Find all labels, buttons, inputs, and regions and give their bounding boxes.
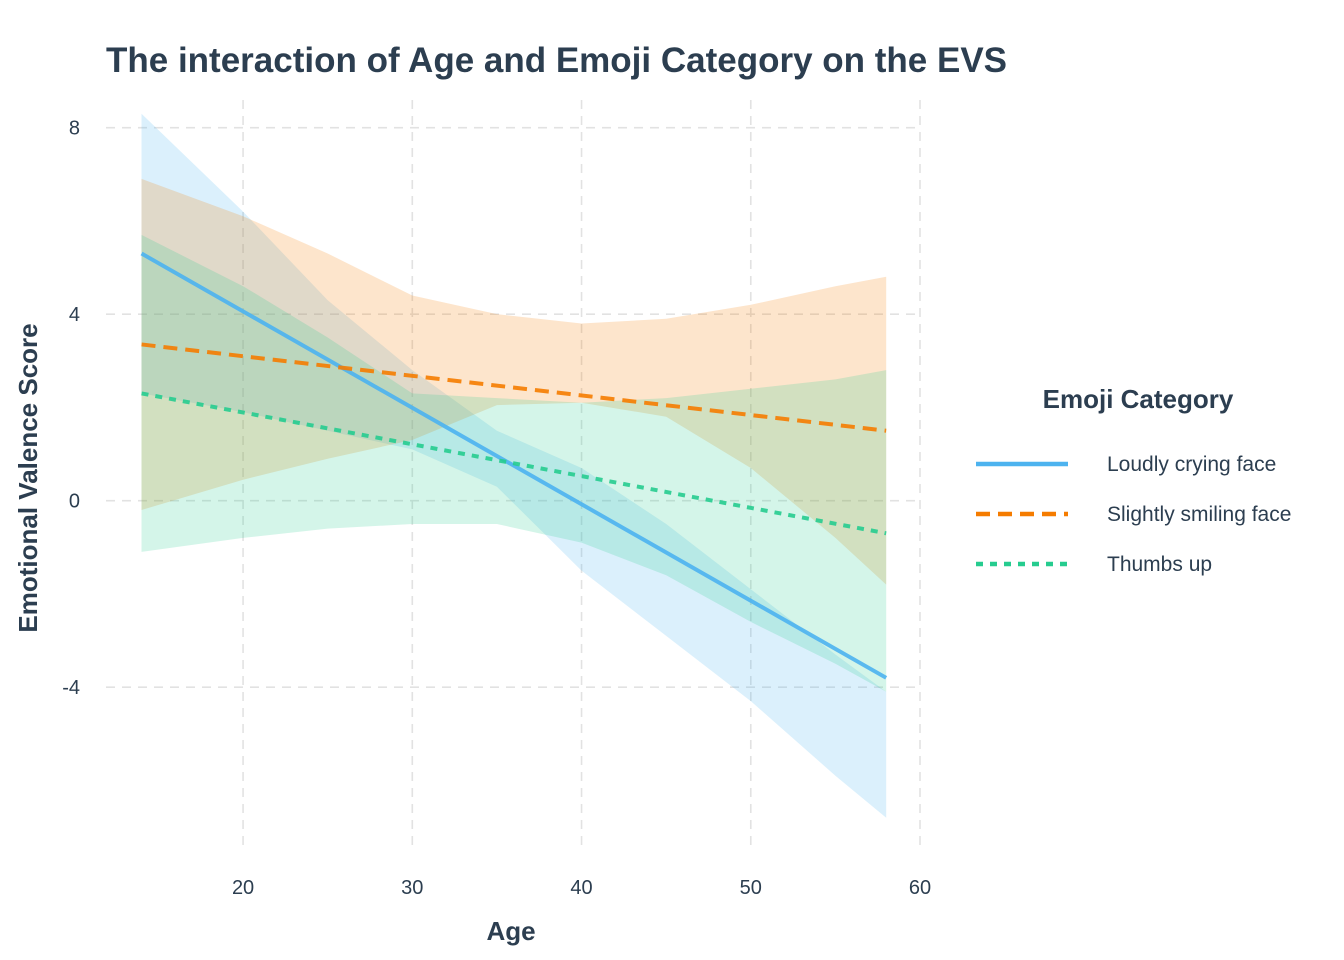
y-axis-title: Emotional Valence Score [13, 323, 43, 632]
grid [106, 100, 921, 852]
x-tick-label: 30 [401, 877, 423, 899]
x-tick-label: 20 [232, 877, 254, 899]
ribbon-slightly-smiling-face [141, 178, 887, 585]
line-thumbs-up [141, 391, 887, 536]
x-tick-label: 50 [740, 877, 762, 899]
legend-label: Slightly smiling face [1107, 503, 1291, 526]
legend: Emoji Category Loudly crying face Slightl… [976, 384, 1291, 576]
legend-label: Thumbs up [1107, 553, 1212, 576]
line-loudly-crying-face [140, 251, 888, 680]
chart-title: The interaction of Age and Emoji Categor… [106, 41, 1007, 80]
legend-label: Loudly crying face [1107, 453, 1276, 476]
legend-title: Emoji Category [1043, 384, 1234, 414]
line-slightly-smiling-face [141, 342, 887, 433]
x-axis-title: Age [486, 916, 535, 946]
series-lines [140, 251, 888, 680]
y-tick-label: 0 [69, 491, 80, 513]
y-axis-ticks: 8 4 0 -4 [62, 118, 80, 700]
x-tick-label: 60 [909, 877, 931, 899]
x-tick-label: 40 [570, 877, 592, 899]
y-tick-label: 8 [69, 118, 80, 140]
x-axis-ticks: 20 30 40 50 60 [232, 877, 931, 899]
y-tick-label: 4 [69, 304, 80, 326]
y-tick-label: -4 [62, 677, 80, 699]
